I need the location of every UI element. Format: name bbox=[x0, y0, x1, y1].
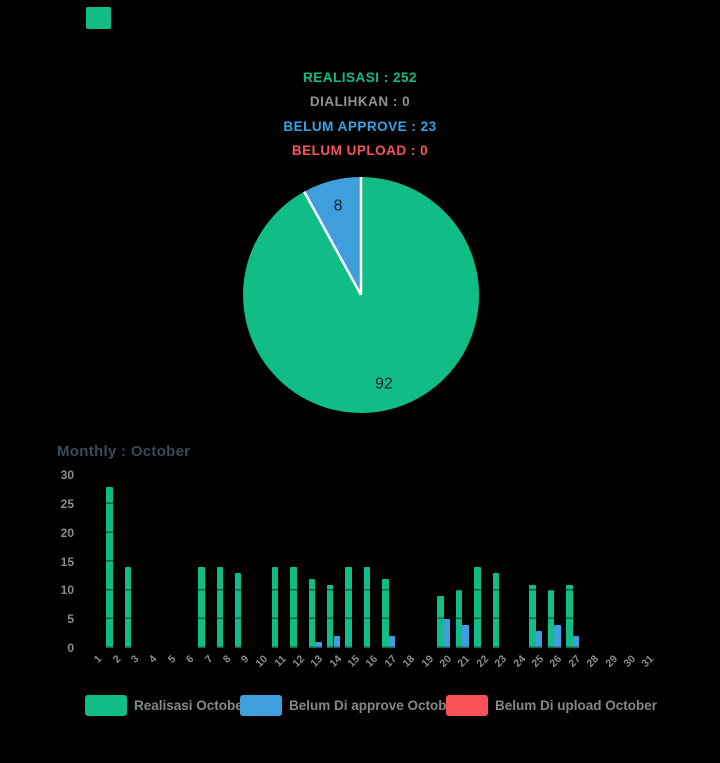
legend-item-belum-di-upload-october[interactable]: Belum Di upload October bbox=[446, 694, 657, 716]
stat-belum-approve: BELUM APPROVE : 23 bbox=[283, 118, 437, 134]
y-axis-tick: 20 bbox=[60, 525, 74, 540]
x-axis-tick: 28 bbox=[584, 653, 602, 670]
x-axis-tick: 9 bbox=[239, 653, 252, 666]
x-axis-tick: 11 bbox=[272, 653, 289, 670]
pie-chart[interactable]: 92 8 bbox=[230, 164, 496, 430]
bar-belum-di-approve-october-day-13[interactable] bbox=[315, 642, 322, 648]
x-axis-tick: 15 bbox=[345, 653, 363, 670]
x-axis-tick: 21 bbox=[455, 653, 473, 670]
x-axis-tick: 4 bbox=[147, 653, 160, 666]
brand-mark bbox=[86, 7, 111, 29]
x-axis-tick: 3 bbox=[128, 653, 142, 666]
legend-label: Belum Di upload October bbox=[495, 697, 658, 713]
bar-realisasi-october-day-9[interactable] bbox=[235, 573, 242, 648]
y-axis-tick: 15 bbox=[60, 554, 74, 569]
x-axis-tick: 31 bbox=[639, 653, 657, 670]
bar-realisasi-october-day-11[interactable] bbox=[271, 567, 279, 648]
bar-realisasi-october-day-7[interactable] bbox=[198, 567, 205, 648]
legend-item-belum-di-approve-october[interactable]: Belum Di approve October bbox=[240, 694, 459, 716]
bar-belum-di-approve-october-day-27[interactable] bbox=[572, 636, 580, 648]
bar-realisasi-october-day-2[interactable] bbox=[106, 486, 113, 648]
x-axis-tick: 6 bbox=[183, 653, 197, 666]
x-axis-tick: 10 bbox=[253, 653, 271, 670]
x-axis-tick: 27 bbox=[566, 653, 583, 670]
x-axis-tick: 12 bbox=[290, 653, 307, 670]
bar-realisasi-october-day-14[interactable] bbox=[327, 584, 334, 648]
chart-legend: Realisasi October Belum Di approve Octobe… bbox=[0, 694, 720, 718]
x-axis-tick: 13 bbox=[308, 653, 326, 670]
bar-belum-di-approve-october-day-14[interactable] bbox=[333, 636, 340, 648]
x-axis-tick: 5 bbox=[165, 653, 179, 666]
x-axis-tick: 14 bbox=[326, 653, 344, 670]
bar-chart-title: Monthly : October bbox=[57, 443, 191, 460]
pie-slice-separator bbox=[303, 190, 363, 296]
legend-item-realisasi-october[interactable]: Realisasi October bbox=[85, 694, 248, 716]
bar-realisasi-october-day-17[interactable] bbox=[382, 578, 389, 648]
x-axis-tick: 19 bbox=[418, 653, 436, 670]
bar-realisasi-october-day-12[interactable] bbox=[290, 567, 297, 648]
x-axis-tick: 18 bbox=[400, 653, 418, 670]
bar-realisasi-october-day-8[interactable] bbox=[216, 567, 223, 648]
summary-stats: REALISASI : 252 DIALIHKAN : 0 BELUM APPR… bbox=[0, 66, 720, 164]
x-axis-tick: 2 bbox=[110, 653, 123, 666]
x-axis-tick: 17 bbox=[382, 653, 399, 670]
bar-realisasi-october-day-25[interactable] bbox=[529, 584, 536, 648]
x-axis-tick: 26 bbox=[547, 653, 565, 670]
y-axis-tick: 5 bbox=[67, 612, 74, 627]
y-axis-tick: 10 bbox=[60, 583, 74, 598]
legend-swatch bbox=[85, 694, 127, 716]
legend-label: Belum Di approve October bbox=[289, 697, 460, 713]
pie-slice-value: 92 bbox=[375, 376, 393, 393]
x-axis-tick: 20 bbox=[437, 653, 455, 670]
bar-realisasi-october-day-3[interactable] bbox=[124, 567, 131, 648]
legend-label: Realisasi October bbox=[134, 697, 249, 713]
legend-swatch bbox=[446, 694, 488, 716]
bar-belum-di-approve-october-day-21[interactable] bbox=[462, 624, 469, 648]
x-axis-tick: 29 bbox=[602, 653, 620, 670]
bar-realisasi-october-day-26[interactable] bbox=[547, 590, 555, 648]
y-axis-tick: 30 bbox=[60, 468, 74, 483]
bar-realisasi-october-day-13[interactable] bbox=[308, 578, 315, 648]
stat-dialihkan: DIALIHKAN : 0 bbox=[309, 94, 411, 110]
x-axis-tick: 22 bbox=[474, 653, 491, 670]
stat-belum-upload: BELUM UPLOAD : 0 bbox=[291, 143, 429, 159]
bar-realisasi-october-day-16[interactable] bbox=[363, 567, 371, 648]
bar-realisasi-october-day-23[interactable] bbox=[492, 573, 499, 648]
x-axis-tick: 24 bbox=[510, 653, 528, 670]
x-axis-tick: 30 bbox=[621, 653, 639, 670]
bar-realisasi-october-day-27[interactable] bbox=[566, 584, 573, 648]
pie-slice-value: 8 bbox=[334, 197, 343, 214]
x-axis-tick: 25 bbox=[529, 653, 547, 670]
bar-realisasi-october-day-22[interactable] bbox=[474, 567, 481, 648]
pie-slice-belum-di-approve[interactable] bbox=[304, 177, 361, 295]
y-axis-tick: 0 bbox=[67, 641, 74, 655]
bar-realisasi-october-day-21[interactable] bbox=[455, 590, 463, 648]
bar-belum-di-approve-october-day-17[interactable] bbox=[388, 636, 396, 648]
y-axis-tick: 25 bbox=[60, 497, 74, 512]
x-axis-tick: 23 bbox=[492, 653, 510, 670]
x-axis-tick: 7 bbox=[202, 653, 215, 666]
bar-realisasi-october-day-15[interactable] bbox=[345, 567, 352, 648]
legend-swatch bbox=[240, 694, 282, 716]
x-axis-tick: 8 bbox=[220, 653, 234, 666]
bar-belum-di-approve-october-day-25[interactable] bbox=[536, 630, 543, 648]
bar-realisasi-october-day-20[interactable] bbox=[437, 596, 444, 648]
x-axis-tick: 16 bbox=[363, 653, 381, 670]
x-axis-tick: 1 bbox=[91, 653, 105, 666]
bar-belum-di-approve-october-day-20[interactable] bbox=[444, 619, 451, 648]
stat-realisasi: REALISASI : 252 bbox=[302, 70, 418, 85]
bar-belum-di-approve-october-day-26[interactable] bbox=[554, 624, 561, 648]
